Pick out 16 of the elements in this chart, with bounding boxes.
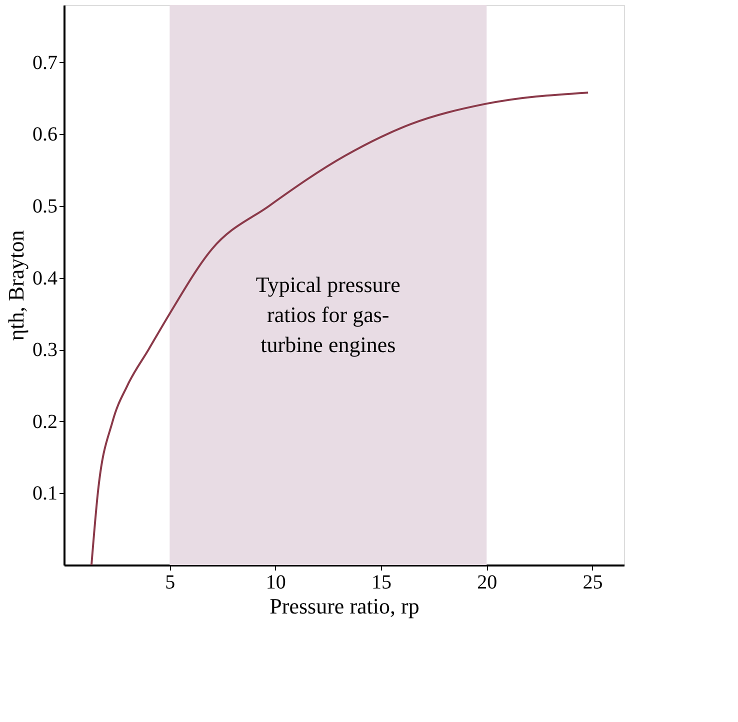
x-tick-label: 15: [371, 572, 392, 594]
band-label: Typical pressure ratios for gas- turbine engines: [256, 272, 400, 357]
y-tick-label: 0.4: [32, 267, 58, 290]
x-axis-title: Pressure ratio, rp: [270, 594, 420, 618]
y-tick-label: 0.5: [32, 196, 58, 218]
y-tick-label: 0.1: [32, 482, 58, 505]
y-tick-label: 0.7: [32, 52, 58, 74]
y-tick-label: 0.2: [32, 410, 58, 433]
y-axis-title: ηth, Brayton: [4, 230, 28, 341]
x-tick-label: 10: [266, 572, 286, 594]
y-tick-label: 0.3: [32, 339, 58, 362]
x-tick-label: 20: [477, 572, 498, 594]
y-tick-label: 0.6: [32, 124, 58, 146]
line-series: [90, 92, 590, 566]
x-tick-label: 5: [165, 572, 176, 594]
x-tick-label: 25: [582, 572, 603, 594]
